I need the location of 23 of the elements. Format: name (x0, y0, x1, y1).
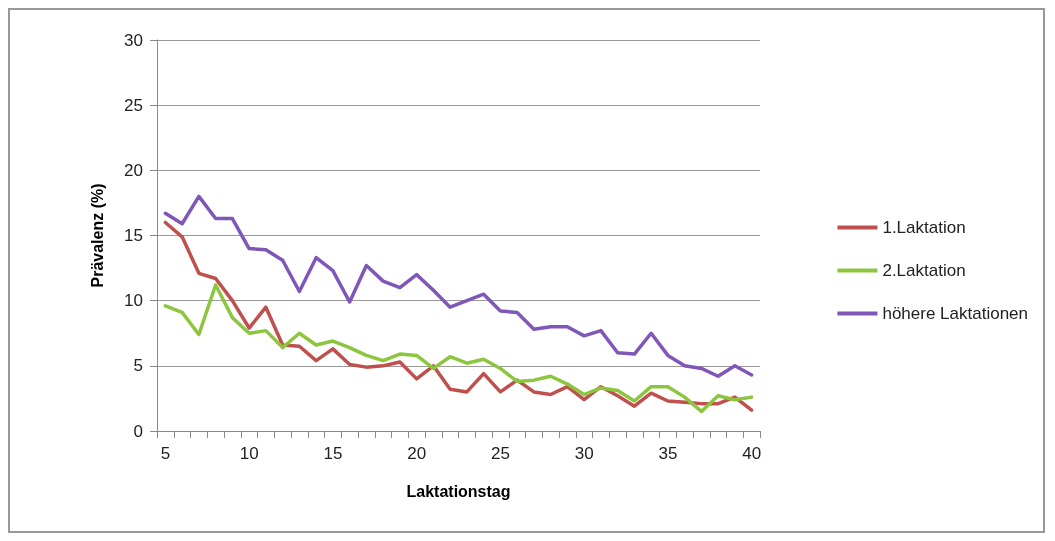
x-tick-label: 40 (742, 444, 762, 463)
y-tick-label: 10 (124, 291, 143, 311)
y-tick-label: 25 (124, 95, 143, 115)
legend-label: 2.Laktation (882, 261, 966, 280)
y-tick-label: 30 (124, 30, 143, 50)
x-tick-label: 10 (239, 444, 259, 463)
x-tick-label: 20 (407, 444, 427, 463)
x-tick-label: 30 (574, 444, 594, 463)
x-tick-label: 35 (658, 444, 678, 463)
y-tick-label: 5 (133, 356, 143, 376)
line-series (163, 220, 754, 412)
line-series (163, 194, 754, 379)
x-tick-label: 15 (323, 444, 343, 463)
legend-label: höhere Laktationen (882, 304, 1028, 323)
x-tick-label: 5 (160, 444, 171, 463)
x-axis-title: Laktationstag (406, 482, 511, 500)
legend-label: 1.Laktation (882, 218, 966, 237)
line-series (163, 283, 754, 414)
y-tick-label: 15 (124, 226, 143, 245)
y-axis-title: Prävalenz (%) (88, 183, 106, 288)
y-tick-label: 0 (133, 421, 143, 441)
y-tick-label: 20 (124, 160, 143, 180)
x-tick-label: 25 (490, 444, 510, 463)
